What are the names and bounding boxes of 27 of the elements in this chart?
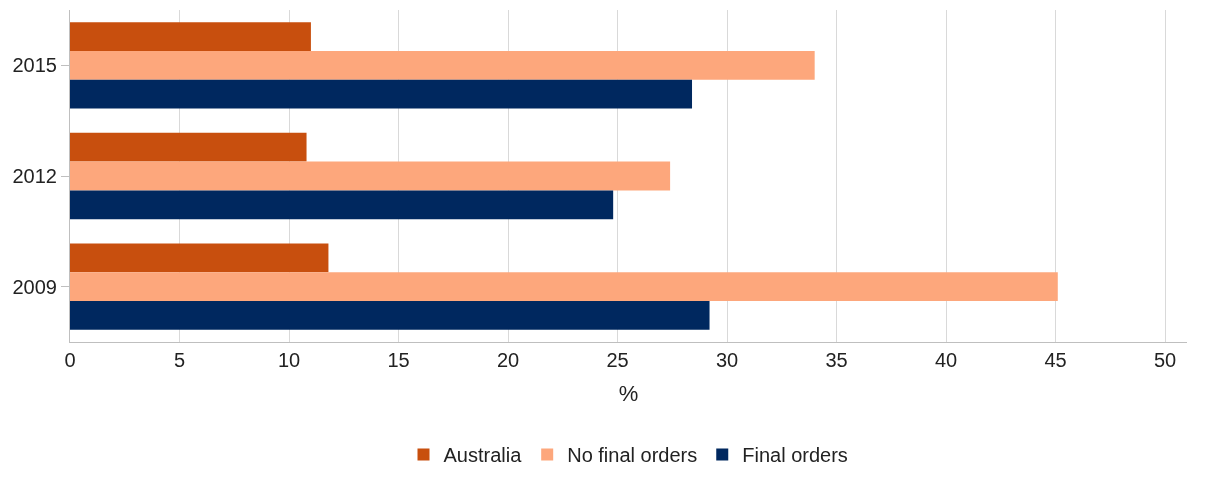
x-tick-label: 5 — [173, 349, 186, 371]
bar — [70, 301, 710, 330]
x-tick-label: 30 — [715, 349, 739, 371]
bar — [70, 243, 329, 273]
y-tick-label: 2012 — [12, 165, 57, 187]
bar — [70, 22, 311, 51]
legend-label: Australia — [443, 444, 523, 467]
x-tick-label: 45 — [1044, 349, 1067, 371]
x-tick-label: 15 — [387, 349, 410, 371]
bar — [70, 132, 307, 162]
x-tick-label: 35 — [825, 349, 848, 371]
x-tick-label: 40 — [934, 349, 958, 371]
bar — [70, 272, 1058, 302]
x-tick-label: 50 — [1153, 349, 1177, 371]
x-axis-title: % — [618, 380, 639, 406]
bar — [70, 79, 693, 109]
legend-label: No final orders — [567, 444, 698, 467]
legend-label: Final orders — [742, 444, 848, 467]
y-tick-label: 2009 — [12, 275, 57, 298]
x-tick-label: 10 — [277, 349, 301, 371]
y-tick-label: 2015 — [12, 54, 57, 77]
bar — [70, 50, 815, 80]
x-tick-label: 0 — [64, 349, 76, 371]
bar — [70, 161, 671, 191]
x-tick-label: 25 — [606, 349, 629, 371]
bar — [70, 190, 614, 220]
x-tick-label: 20 — [496, 349, 520, 371]
